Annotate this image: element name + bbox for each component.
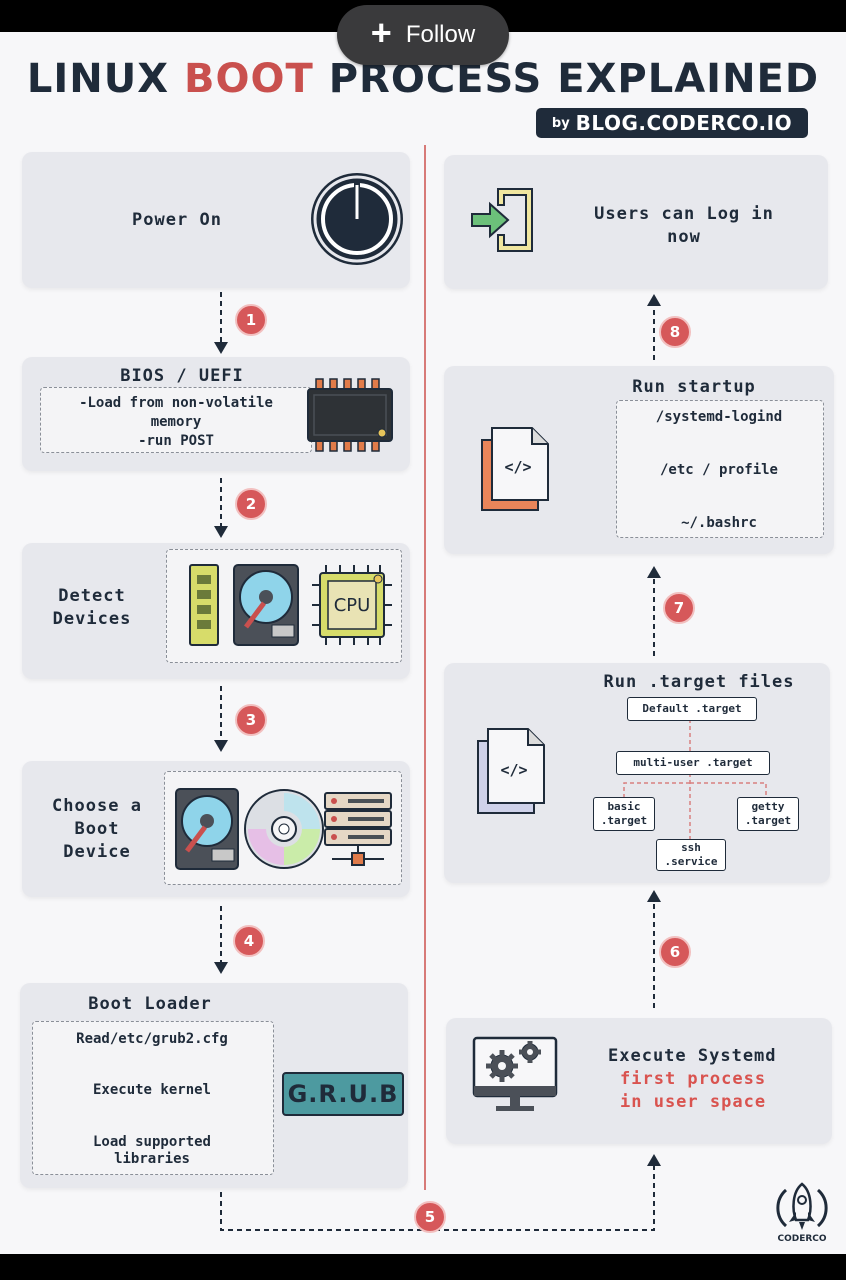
bios-title: BIOS / UEFI — [120, 366, 244, 386]
login-line1: Users can Log in — [594, 204, 774, 224]
svg-text:</>: </> — [500, 761, 527, 779]
cpu-icon: CPU — [312, 565, 392, 645]
step-badge-4: 4 — [233, 925, 265, 957]
title-highlight: BOOT — [184, 56, 314, 102]
disc-icon — [244, 789, 324, 869]
login-icon — [471, 188, 533, 252]
boot-loader-item1: Read/etc/grub2.cfg — [76, 1031, 228, 1047]
boot-loader-item3b: libraries — [114, 1151, 190, 1167]
basic-target-node: basic .target — [593, 797, 655, 831]
step-badge-2: 2 — [235, 488, 267, 520]
chip-icon — [307, 378, 393, 452]
boot-loader-item3a: Load supported — [92, 1134, 211, 1150]
bios-card: BIOS / UEFI -Load from non-volatile memo… — [22, 357, 410, 471]
bottom-bar — [0, 1254, 846, 1280]
title-part1: LINUX — [26, 56, 184, 102]
bios-line3: -run POST — [138, 433, 214, 449]
server-icon — [324, 792, 392, 866]
boot-hard-drive-icon — [175, 788, 239, 870]
startup-card: Run startup /systemd-logind /etc / profi… — [444, 366, 834, 554]
byline-blog: BLOG.CODERCO.IO — [575, 111, 793, 135]
bios-line2: memory — [150, 414, 202, 430]
follow-button[interactable]: + Follow — [337, 5, 509, 65]
byline-badge: by BLOG.CODERCO.IO — [536, 108, 808, 138]
step-badge-7: 7 — [663, 592, 695, 624]
choose-line3: Device — [63, 842, 131, 862]
target-title: Run .target files — [603, 672, 795, 692]
step-badge-5: 5 — [414, 1201, 446, 1233]
getty-target-line2: .target — [744, 814, 792, 827]
monitor-gears-icon — [472, 1036, 558, 1111]
boot-loader-item2: Execute kernel — [92, 1082, 211, 1098]
detect-devices-card: Detect Devices CPU — [22, 543, 410, 679]
step-badge-8: 8 — [659, 316, 691, 348]
login-line2: now — [667, 227, 701, 247]
plus-icon: + — [370, 12, 392, 53]
byline-by: by — [551, 115, 570, 131]
center-divider — [424, 145, 426, 1190]
multi-user-target-node: multi-user .target — [616, 751, 770, 775]
ssh-service-line2: .service — [664, 855, 718, 868]
detect-line1: Detect — [58, 586, 126, 606]
target-file-icon: </> — [477, 728, 545, 814]
target-card: Run .target files </> Default .target mu… — [444, 663, 830, 883]
step-badge-1: 1 — [235, 304, 267, 336]
basic-target-line1: basic — [607, 800, 641, 813]
bios-details — [40, 387, 312, 453]
systemd-line2: first process — [620, 1069, 767, 1089]
power-on-card: Power On — [22, 152, 410, 288]
getty-target-line1: getty — [751, 800, 785, 813]
getty-target-node: getty .target — [737, 797, 799, 831]
target-tree-lines — [623, 719, 767, 839]
systemd-line1: Execute Systemd — [608, 1046, 777, 1066]
basic-target-line2: .target — [600, 814, 648, 827]
startup-item2: /etc / profile — [659, 462, 778, 478]
startup-item3: ~/.bashrc — [681, 515, 757, 531]
boot-loader-title: Boot Loader — [88, 994, 212, 1014]
step-badge-6: 6 — [659, 936, 691, 968]
grub-label: G.R.U.B — [282, 1072, 404, 1116]
startup-item1: /systemd-logind — [655, 409, 783, 425]
choose-line2: Boot — [74, 819, 120, 839]
startup-title: Run startup — [632, 377, 756, 397]
choose-device-card: Choose a Boot Device — [22, 761, 410, 897]
choose-line1: Choose a — [52, 796, 142, 816]
boot-loader-card: Boot Loader Read/etc/grub2.cfg Execute k… — [20, 983, 408, 1188]
cpu-text: CPU — [334, 595, 371, 616]
coderco-brand: CODERCO — [777, 1234, 827, 1244]
systemd-line3: in user space — [620, 1092, 767, 1112]
page-title: LINUX BOOT PROCESS EXPLAINED — [0, 56, 846, 102]
code-file-icon: </> — [481, 427, 549, 511]
hard-drive-icon — [233, 564, 299, 646]
detect-line2: Devices — [52, 609, 132, 629]
default-target-node: Default .target — [627, 697, 757, 721]
step-badge-3: 3 — [235, 704, 267, 736]
ram-icon — [189, 564, 219, 646]
follow-label: Follow — [405, 21, 476, 48]
svg-text:</>: </> — [504, 458, 531, 476]
startup-files — [616, 400, 824, 538]
power-icon — [311, 173, 403, 265]
bios-line1: -Load from non-volatile — [79, 395, 273, 411]
boot-loader-steps — [32, 1021, 274, 1175]
power-on-label: Power On — [132, 210, 222, 230]
login-card: Users can Log in now — [444, 155, 828, 289]
ssh-service-line1: ssh — [681, 841, 701, 854]
ssh-service-node: ssh .service — [656, 839, 726, 871]
coderco-rocket-logo — [776, 1182, 828, 1230]
systemd-card: Execute Systemd first process in user sp… — [446, 1018, 832, 1144]
